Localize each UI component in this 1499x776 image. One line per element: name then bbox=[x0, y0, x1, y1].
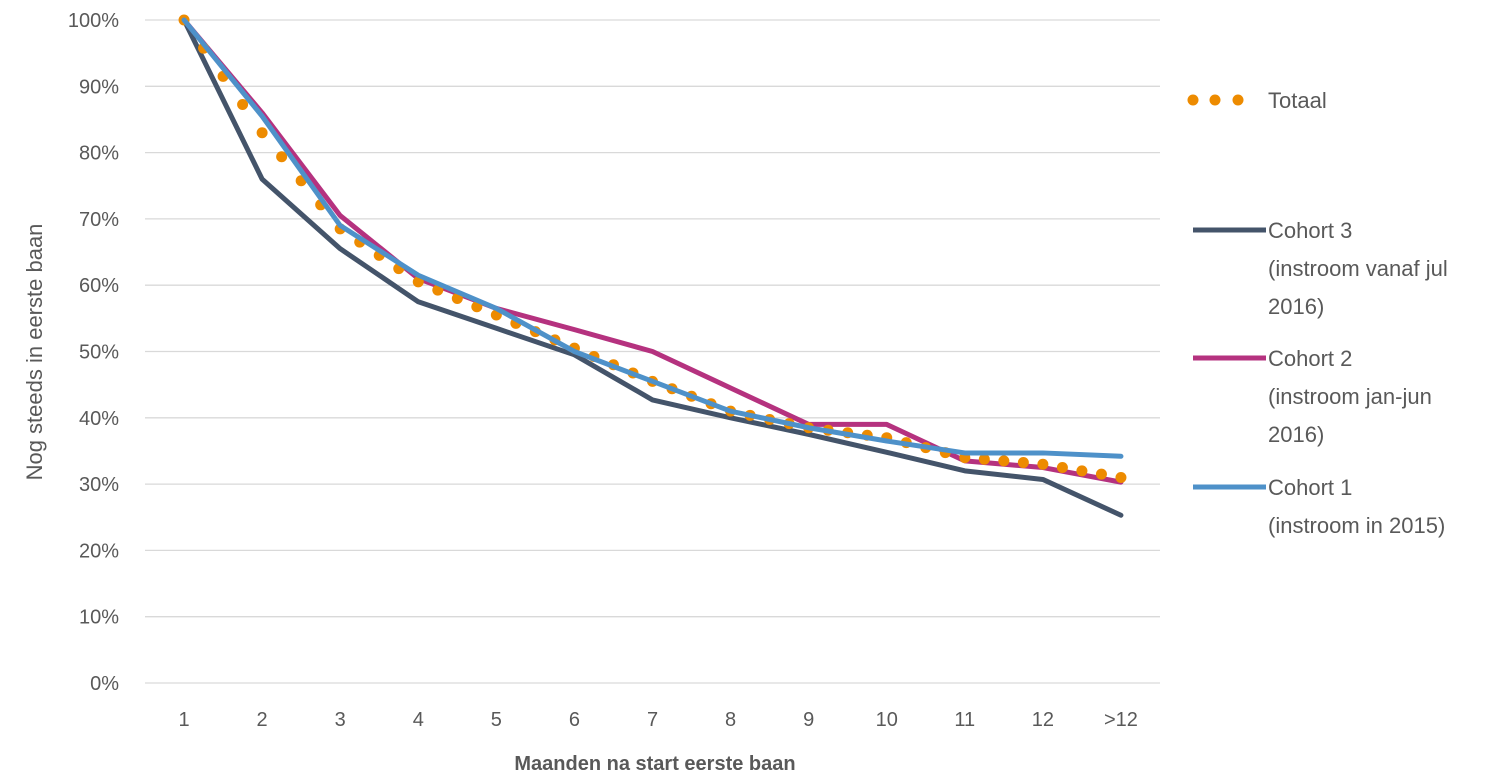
legend-label: 2016) bbox=[1268, 294, 1324, 319]
legend-swatch-dot bbox=[1232, 94, 1244, 106]
legend-item: Cohort 3 (instroom vanaf jul 2016) bbox=[1193, 218, 1448, 319]
x-tick-label: 4 bbox=[413, 709, 424, 731]
x-axis-title: Maanden na start eerste baan bbox=[514, 753, 795, 775]
legend-label: Totaal bbox=[1268, 88, 1327, 113]
x-tick-label: >12 bbox=[1104, 709, 1138, 731]
legend-label: 2016) bbox=[1268, 422, 1324, 447]
legend-label: (instroom vanaf jul bbox=[1268, 256, 1448, 281]
series-point bbox=[237, 99, 249, 111]
x-tick-label: 7 bbox=[647, 709, 658, 731]
x-tick-label: 9 bbox=[803, 709, 814, 731]
series-lines bbox=[178, 14, 1127, 518]
legend-item: Cohort 2 (instroom jan-jun 2016) bbox=[1193, 346, 1432, 447]
x-tick-label: 5 bbox=[491, 709, 502, 731]
y-tick-label: 90% bbox=[79, 76, 119, 98]
y-tick-label: 100% bbox=[68, 10, 119, 32]
series-point bbox=[256, 127, 268, 139]
y-tick-label: 20% bbox=[79, 540, 119, 562]
series-line-2 bbox=[181, 17, 1124, 485]
series-point bbox=[276, 151, 288, 163]
legend-swatch-dot bbox=[1187, 94, 1199, 106]
series-point bbox=[998, 455, 1010, 467]
y-tick-label: 50% bbox=[79, 342, 119, 364]
legend-item: Cohort 1 (instroom in 2015) bbox=[1193, 475, 1445, 538]
x-tick-label: 6 bbox=[569, 709, 580, 731]
legend-label: Cohort 2 bbox=[1268, 346, 1352, 371]
x-tick-label: 1 bbox=[178, 709, 189, 731]
x-tick-label: 3 bbox=[335, 709, 346, 731]
y-tick-label: 30% bbox=[79, 474, 119, 496]
y-tick-label: 10% bbox=[79, 607, 119, 629]
x-tick-label: 10 bbox=[876, 709, 898, 731]
series-point bbox=[1056, 462, 1068, 474]
series-line-3 bbox=[181, 17, 1124, 459]
legend-label: Cohort 3 bbox=[1268, 218, 1352, 243]
x-tick-label: 11 bbox=[954, 709, 975, 731]
series-totaal-dots bbox=[178, 14, 1127, 483]
x-tick-label: 2 bbox=[257, 709, 268, 731]
y-axis-title: Nog steeds in eerste baan bbox=[22, 224, 47, 481]
series-point bbox=[978, 453, 990, 465]
y-tick-label: 60% bbox=[79, 275, 119, 297]
series-point bbox=[1095, 468, 1107, 480]
y-tick-label: 40% bbox=[79, 408, 119, 430]
series-point bbox=[1037, 458, 1049, 470]
legend-label: (instroom jan-jun bbox=[1268, 384, 1432, 409]
legend-swatch-dot bbox=[1209, 94, 1221, 106]
y-tick-label: 80% bbox=[79, 143, 119, 165]
series-point bbox=[1076, 465, 1088, 477]
y-tick-label: 0% bbox=[90, 673, 119, 695]
x-axis-ticks: 1 2 3 4 5 6 7 8 9 10 11 12 >12 bbox=[178, 709, 1137, 731]
y-tick-label: 70% bbox=[79, 209, 119, 231]
series-line-1 bbox=[181, 17, 1124, 518]
legend-label: Cohort 1 bbox=[1268, 475, 1352, 500]
legend-label: (instroom in 2015) bbox=[1268, 513, 1445, 538]
y-axis-ticks: 0% 10% 20% 30% 40% 50% 60% 70% 80% 90% 100% bbox=[68, 10, 119, 695]
series-point bbox=[1017, 457, 1029, 469]
legend-item: Totaal bbox=[1187, 88, 1327, 113]
x-tick-label: 8 bbox=[725, 709, 736, 731]
series-point bbox=[1115, 471, 1127, 483]
x-tick-label: 12 bbox=[1032, 709, 1054, 731]
